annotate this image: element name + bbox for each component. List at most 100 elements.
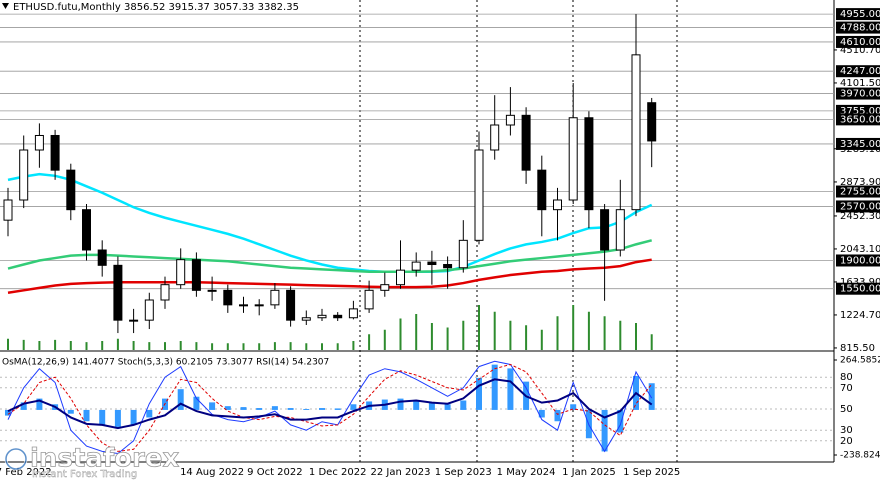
volume-bar xyxy=(242,343,245,350)
volume-bar xyxy=(305,343,308,350)
y-tick-label: 815.50 xyxy=(840,343,875,354)
x-tick-label: 1 May 2024 xyxy=(497,467,556,478)
level-label: 3345.00 xyxy=(840,139,880,150)
volume-bar xyxy=(493,311,496,350)
y-tick-label: 4101.50 xyxy=(840,78,880,89)
watermark-brand: instaforex xyxy=(30,444,180,474)
candle-body xyxy=(191,259,201,291)
osma-bar xyxy=(67,409,74,414)
level-box xyxy=(836,87,880,100)
osma-bar xyxy=(130,409,137,426)
volume-bar xyxy=(525,325,528,350)
indicator-line xyxy=(7,363,653,452)
osma-bar xyxy=(444,404,451,410)
level-box xyxy=(836,282,880,295)
candle-body xyxy=(600,209,610,251)
candle-body xyxy=(129,319,139,322)
candle-body xyxy=(537,169,547,211)
level-label: 4788.00 xyxy=(840,23,880,34)
y2-tick-label: -238.8249 xyxy=(840,451,880,461)
candle-body xyxy=(348,308,358,319)
level-label: 2755.00 xyxy=(840,187,880,198)
candle-body xyxy=(396,269,405,286)
osma-bar xyxy=(601,409,608,452)
volume-bar xyxy=(54,339,57,350)
osma-bar xyxy=(476,377,482,410)
x-tick-label: 7 Feb 2022 xyxy=(0,467,52,478)
level-box xyxy=(836,35,880,48)
y-tick-label: 2043.10 xyxy=(840,244,880,255)
x-tick-label: 1 Sep 2023 xyxy=(435,467,492,478)
candle-body xyxy=(458,239,468,269)
candle-body xyxy=(521,114,531,171)
x-tick-label: 1 Dec 2022 xyxy=(309,467,367,478)
osma-bar xyxy=(256,408,263,410)
candle-body xyxy=(505,114,515,126)
candle-body xyxy=(97,249,107,266)
menu-arrow[interactable] xyxy=(2,3,9,9)
volume-bar xyxy=(399,318,402,350)
osma-bar xyxy=(271,406,278,410)
candle-body xyxy=(113,264,123,321)
candle-body xyxy=(568,117,578,201)
x-tick-label: 14 Aug 2022 xyxy=(180,467,244,478)
y-tick-label: 20 xyxy=(840,436,853,447)
osma-bar xyxy=(617,409,624,433)
volume-bar xyxy=(509,320,512,350)
volume-bar xyxy=(38,341,41,350)
x-tick-label: 1 Jan 2025 xyxy=(562,467,616,478)
volume-bar xyxy=(7,338,9,350)
level-box xyxy=(836,113,880,126)
candle-body xyxy=(317,314,327,319)
level-label: 4247.00 xyxy=(840,66,880,77)
indicator-title: OsMA(12,26,9) 141.4077 Stoch(5,3,3) 60.2… xyxy=(2,358,329,368)
x-tick-label: 22 Jan 2023 xyxy=(371,467,431,478)
watermark-tagline: Instant Forex Trading xyxy=(32,469,137,480)
osma-bar xyxy=(413,400,420,410)
osma-bar xyxy=(428,402,435,410)
volume-bar xyxy=(226,343,229,350)
volume-bar xyxy=(635,323,637,350)
level-box xyxy=(836,8,880,21)
candle-body xyxy=(301,317,311,321)
osma-bar xyxy=(36,398,43,410)
level-label: 3970.00 xyxy=(840,89,880,100)
candle-body xyxy=(207,289,217,292)
y2-tick-label: 264.5852 xyxy=(840,356,880,366)
candle-body xyxy=(631,54,641,211)
candle-body xyxy=(380,284,390,291)
volume-bar xyxy=(556,316,559,350)
volume-bar xyxy=(132,341,135,350)
volume-bar xyxy=(540,329,543,350)
level-label: 3755.00 xyxy=(840,106,880,117)
osma-bar xyxy=(224,406,231,410)
volume-bar xyxy=(430,323,433,350)
osma-bar xyxy=(209,402,216,410)
moving-average xyxy=(7,172,653,274)
candle-body xyxy=(34,134,44,151)
y-tick-label: 70 xyxy=(840,383,853,394)
candle-body xyxy=(223,289,233,306)
candle-body xyxy=(50,134,60,171)
candle-body xyxy=(254,304,264,307)
x-tick-label: 1 Sep 2025 xyxy=(623,467,680,478)
volume-bar xyxy=(446,327,449,350)
candle-body xyxy=(176,259,186,286)
volume-bar xyxy=(69,341,72,350)
candle-body xyxy=(286,289,296,321)
candle-body xyxy=(19,149,29,201)
osma-bar xyxy=(538,409,545,418)
candle-body xyxy=(82,209,91,251)
y-tick-label: 1633.90 xyxy=(840,277,880,288)
candle-body xyxy=(474,149,484,241)
chart-title: ETHUSD.futu,Monthly 3856.52 3915.37 3057… xyxy=(13,2,299,13)
indicator-line xyxy=(7,378,653,430)
x-tick-label: 9 Oct 2022 xyxy=(247,467,302,478)
osma-bar xyxy=(99,409,106,426)
osma-bar xyxy=(114,409,121,427)
osma-bar xyxy=(319,408,325,410)
volume-bar xyxy=(462,320,465,350)
volume-bar xyxy=(383,329,386,350)
volume-bar xyxy=(415,314,418,350)
